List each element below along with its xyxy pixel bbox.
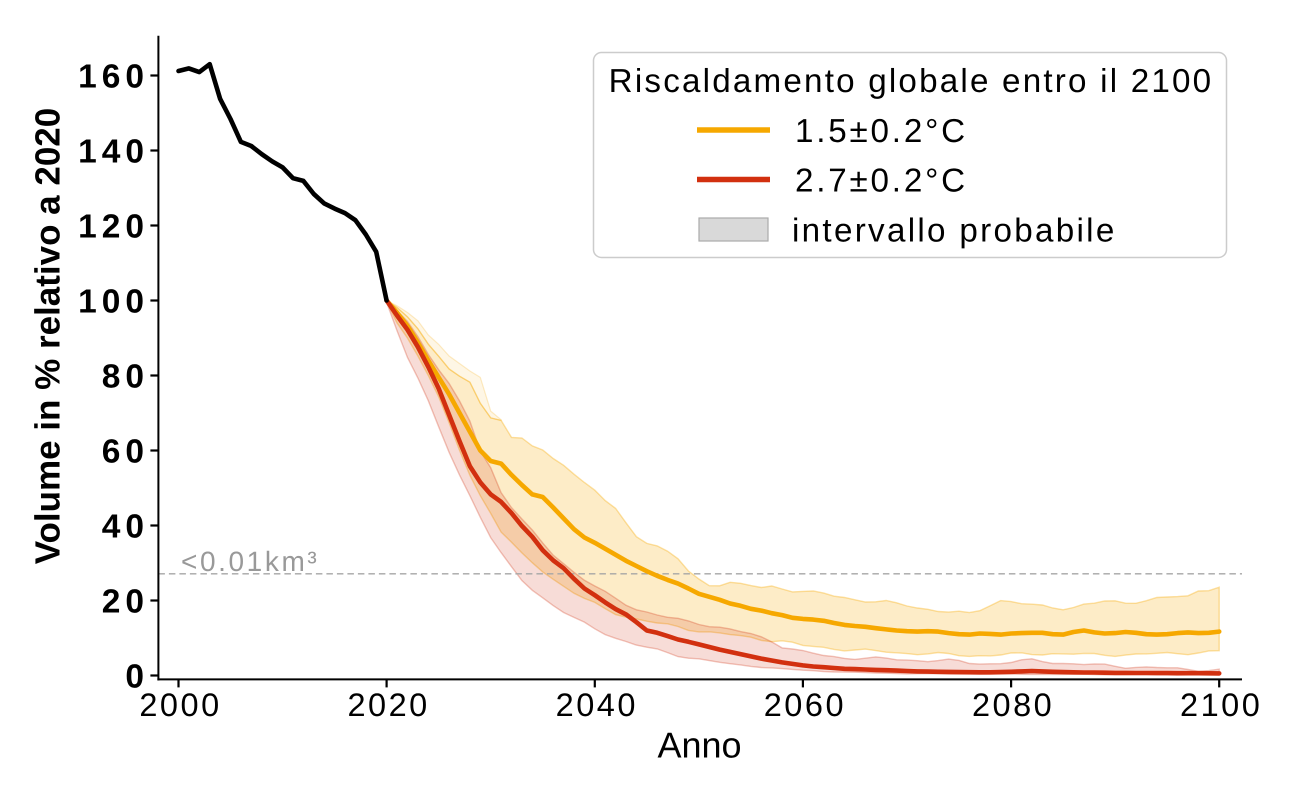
svg-text:80: 80 <box>102 358 149 395</box>
svg-text:Anno: Anno <box>657 724 741 765</box>
svg-text:100: 100 <box>78 283 149 320</box>
svg-text:120: 120 <box>78 208 149 245</box>
svg-text:2040: 2040 <box>556 687 638 723</box>
svg-text:2.7±0.2°C: 2.7±0.2°C <box>795 163 968 200</box>
svg-text:0: 0 <box>125 658 149 695</box>
svg-text:intervallo probabile: intervallo probabile <box>792 213 1117 250</box>
svg-text:60: 60 <box>102 433 149 470</box>
svg-text:<0.01km³: <0.01km³ <box>181 546 319 577</box>
svg-text:Volume in % relativo a 2020: Volume in % relativo a 2020 <box>29 108 68 565</box>
svg-text:2100: 2100 <box>1180 687 1262 723</box>
svg-text:2060: 2060 <box>764 687 846 723</box>
svg-text:20: 20 <box>102 583 149 620</box>
svg-text:140: 140 <box>78 133 149 170</box>
svg-text:40: 40 <box>102 508 149 545</box>
svg-text:160: 160 <box>78 58 149 95</box>
svg-text:1.5±0.2°C: 1.5±0.2°C <box>795 113 968 150</box>
svg-text:Riscaldamento globale entro il: Riscaldamento globale entro il 2100 <box>609 63 1214 100</box>
svg-text:2020: 2020 <box>347 687 429 723</box>
svg-text:2080: 2080 <box>972 687 1054 723</box>
svg-text:2000: 2000 <box>139 687 221 723</box>
